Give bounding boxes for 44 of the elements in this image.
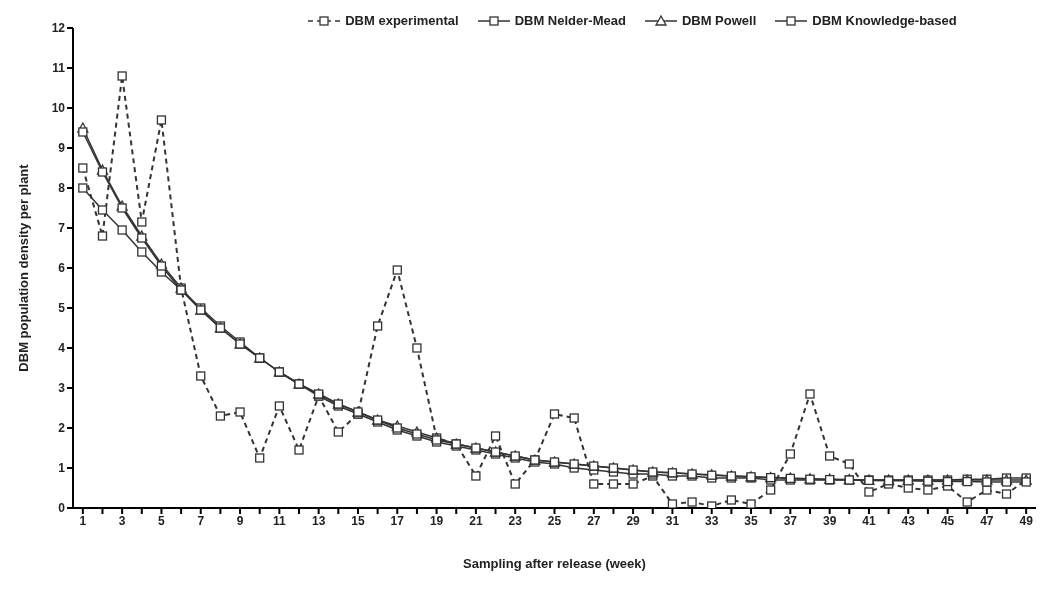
x-tick-label: 45 [940,513,955,528]
x-tick-label: 33 [705,513,719,528]
y-tick-label: 10 [51,101,66,116]
x-tick-label: 15 [351,513,365,528]
x-tick-label: 43 [901,513,916,528]
y-tick-label: 5 [58,301,66,316]
x-tick-label: 35 [744,513,759,528]
x-tick-label: 27 [587,513,601,528]
y-tick-label: 9 [58,141,66,156]
x-tick-label: 39 [822,513,837,528]
x-tick-label: 19 [429,513,444,528]
x-tick-label: 1 [79,513,87,528]
y-tick-label: 7 [58,221,66,236]
x-tick-label: 47 [980,513,994,528]
y-tick-label: 3 [58,381,66,396]
y-axis-title: DBM population density per plant [15,163,31,372]
y-tick-label: 2 [58,421,66,436]
y-tick-label: 1 [58,461,66,476]
x-tick-label: 9 [236,513,244,528]
x-tick-label: 41 [862,513,876,528]
x-tick-label: 7 [197,513,205,528]
y-tick-label: 4 [58,341,66,356]
x-tick-label: 11 [273,513,287,528]
y-tick-label: 8 [58,181,66,196]
x-tick-label: 31 [665,513,680,528]
x-tick-label: 37 [783,513,798,528]
legend-label: DBM Knowledge-based [812,13,957,28]
legend-label: DBM experimental [345,13,459,28]
x-tick-label: 13 [311,513,326,528]
legend-label: DBM Powell [681,13,757,28]
x-tick-label: 3 [118,513,126,528]
x-tick-label: 21 [469,513,483,528]
x-axis-title: Sampling after release (week) [463,556,646,571]
x-tick-label: 17 [390,513,405,528]
legend-label: DBM Nelder-Mead [514,13,626,28]
y-tick-label: 11 [52,61,66,76]
y-tick-label: 0 [58,501,66,516]
y-tick-label: 6 [58,261,66,276]
x-tick-label: 25 [547,513,562,528]
x-tick-label: 29 [626,513,641,528]
y-tick-label: 12 [51,21,66,36]
x-tick-label: 5 [158,513,166,528]
x-tick-label: 49 [1019,513,1034,528]
x-tick-label: 23 [508,513,523,528]
